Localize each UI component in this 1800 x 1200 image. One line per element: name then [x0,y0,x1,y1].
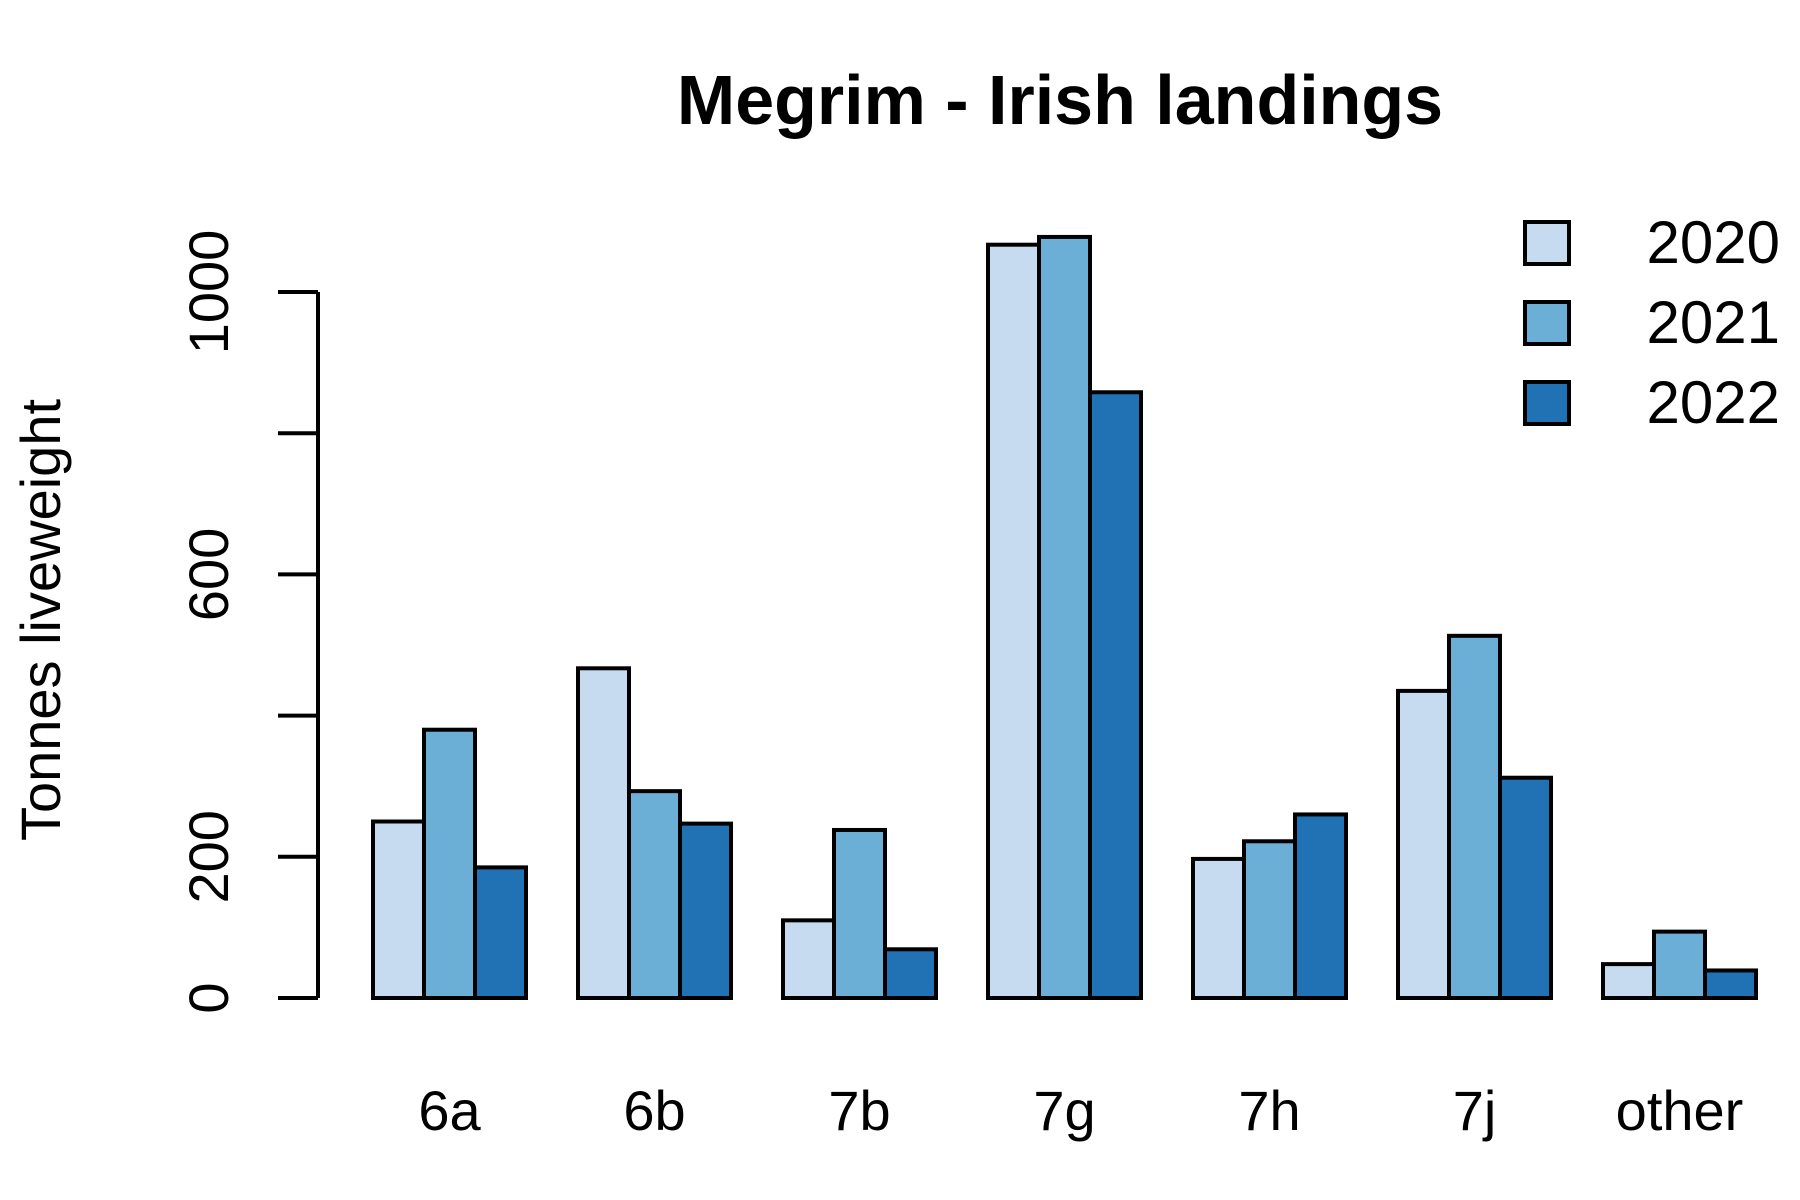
bar [1447,633,1502,1001]
x-tick-label: 6a [418,1079,481,1142]
bar [1396,688,1451,1000]
bar [986,242,1041,1000]
bar [627,789,682,1001]
y-axis: 0 200 600 1000 [177,230,320,1014]
bar [1498,775,1553,1001]
bar [576,666,631,1000]
y-tick-label: 0 [177,982,240,1013]
legend-swatch [1523,300,1571,346]
x-axis-labels: 6a 6b 7b 7g 7h 7j other [418,1079,1743,1142]
x-tick-label: 7g [1033,1079,1095,1142]
bar [1037,234,1092,1000]
bars [371,234,1758,1001]
bar [422,727,477,1000]
y-axis-label: Tonnes liveweight [9,399,72,841]
legend-label: 2022 [1647,369,1780,436]
bar [832,827,887,1000]
bar [1191,856,1246,1001]
bar [1242,839,1297,1000]
bar [371,819,426,1000]
x-tick-label: 7b [828,1079,890,1142]
y-tick-label: 600 [177,528,240,621]
legend-swatch [1523,220,1571,266]
x-tick-label: 7j [1453,1079,1497,1142]
bar [1703,968,1758,1001]
bar [1088,390,1143,1000]
legend: 2020 2021 2022 [1523,209,1780,436]
bar [1601,962,1656,1000]
x-tick-label: 7h [1238,1079,1300,1142]
x-tick-label: 6b [623,1079,685,1142]
y-tick-label: 200 [177,810,240,903]
chart-title: Megrim - Irish landings [677,61,1443,139]
legend-label: 2020 [1647,209,1780,276]
bar [1293,812,1348,1000]
y-tick-label: 1000 [177,230,240,355]
x-tick-label: other [1616,1079,1744,1142]
bar [883,947,938,1001]
bar [1652,929,1707,1000]
legend-swatch [1523,380,1571,426]
bar [473,865,528,1001]
bar [781,918,836,1001]
bar [678,821,733,1000]
legend-label: 2021 [1647,289,1780,356]
